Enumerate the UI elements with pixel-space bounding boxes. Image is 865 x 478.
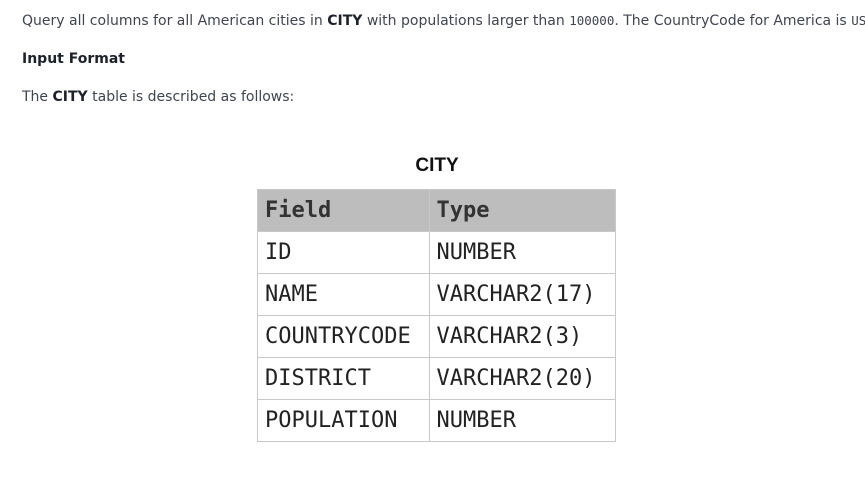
population-threshold: 100000 bbox=[569, 13, 615, 28]
field-cell: COUNTRYCODE bbox=[257, 315, 430, 358]
intro-prefix: Query all columns for all American citie… bbox=[22, 13, 328, 29]
country-code: USA bbox=[851, 13, 865, 28]
type-cell: VARCHAR2(3) bbox=[428, 315, 617, 358]
table-header-row: Field Type bbox=[257, 189, 617, 232]
description-paragraph: The CITY table is described as follows: bbox=[22, 88, 294, 106]
intro-after-threshold: . The CountryCode for America is bbox=[614, 13, 852, 29]
type-cell: VARCHAR2(17) bbox=[428, 273, 617, 316]
description-suffix: table is described as follows: bbox=[87, 89, 295, 105]
intro-middle: with populations larger than bbox=[362, 13, 570, 29]
type-cell: NUMBER bbox=[428, 399, 617, 442]
type-cell: NUMBER bbox=[428, 231, 617, 274]
field-cell: NAME bbox=[257, 273, 430, 316]
table-row: DISTRICT VARCHAR2(20) bbox=[257, 357, 617, 400]
intro-paragraph: Query all columns for all American citie… bbox=[22, 12, 865, 30]
field-cell: ID bbox=[257, 231, 430, 274]
column-header-field: Field bbox=[257, 189, 430, 232]
table-row: ID NUMBER bbox=[257, 231, 617, 274]
field-cell: POPULATION bbox=[257, 399, 430, 442]
field-cell: DISTRICT bbox=[257, 357, 430, 400]
intro-table-name: CITY bbox=[327, 13, 363, 29]
description-prefix: The bbox=[22, 89, 53, 105]
section-heading: Input Format bbox=[22, 51, 125, 67]
table-row: POPULATION NUMBER bbox=[257, 399, 617, 442]
table-row: COUNTRYCODE VARCHAR2(3) bbox=[257, 315, 617, 358]
figure-title: CITY bbox=[415, 155, 459, 176]
city-table-figure: CITY Field Type ID NUMBER NAME VARCHAR2(… bbox=[257, 152, 617, 442]
column-header-type: Type bbox=[428, 189, 617, 232]
type-cell: VARCHAR2(20) bbox=[428, 357, 617, 400]
table-row: NAME VARCHAR2(17) bbox=[257, 273, 617, 316]
description-table-name: CITY bbox=[52, 89, 88, 105]
schema-table: Field Type ID NUMBER NAME VARCHAR2(17) C… bbox=[257, 189, 617, 442]
